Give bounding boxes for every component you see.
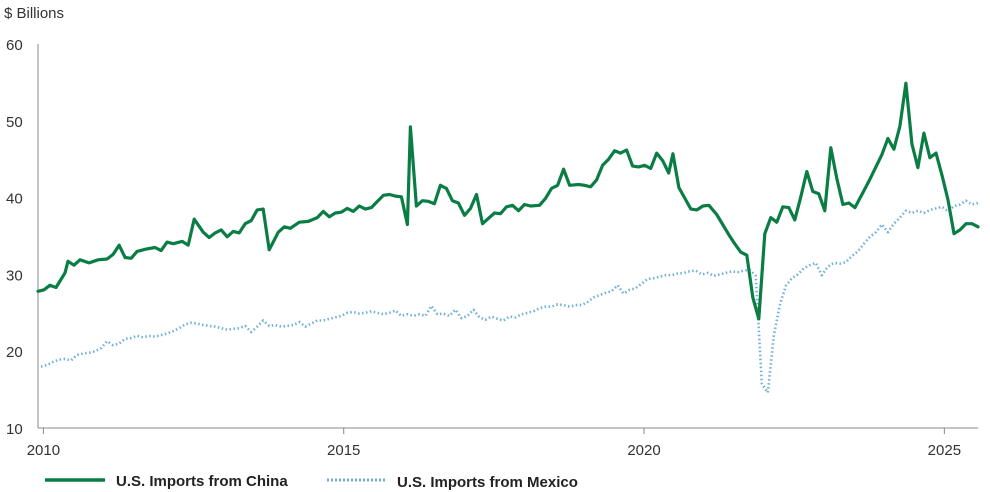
y-tick-label: 60	[6, 37, 23, 54]
x-tick-label: 2020	[627, 442, 660, 459]
x-tick-label: 2010	[27, 442, 60, 459]
y-axis-unit-label: $ Billions	[4, 5, 64, 22]
y-tick-label: 40	[6, 191, 23, 208]
legend-label-china: U.S. Imports from China	[116, 473, 288, 490]
y-tick-label: 50	[6, 114, 23, 131]
series-line-mexico	[40, 199, 979, 394]
series-group	[36, 81, 980, 394]
x-axis-ticks: 2010 2015 2020 2025	[27, 428, 961, 459]
legend: U.S. Imports from China U.S. Imports fro…	[45, 473, 578, 491]
x-tick-label: 2015	[327, 442, 360, 459]
y-axis-ticks: 60 50 40 30 20 10	[6, 37, 23, 438]
x-tick-label: 2025	[928, 442, 961, 459]
series-line-china	[36, 81, 980, 321]
legend-label-mexico: U.S. Imports from Mexico	[397, 474, 578, 491]
y-tick-label: 10	[6, 421, 23, 438]
y-tick-label: 20	[6, 344, 23, 361]
y-tick-label: 30	[6, 267, 23, 284]
